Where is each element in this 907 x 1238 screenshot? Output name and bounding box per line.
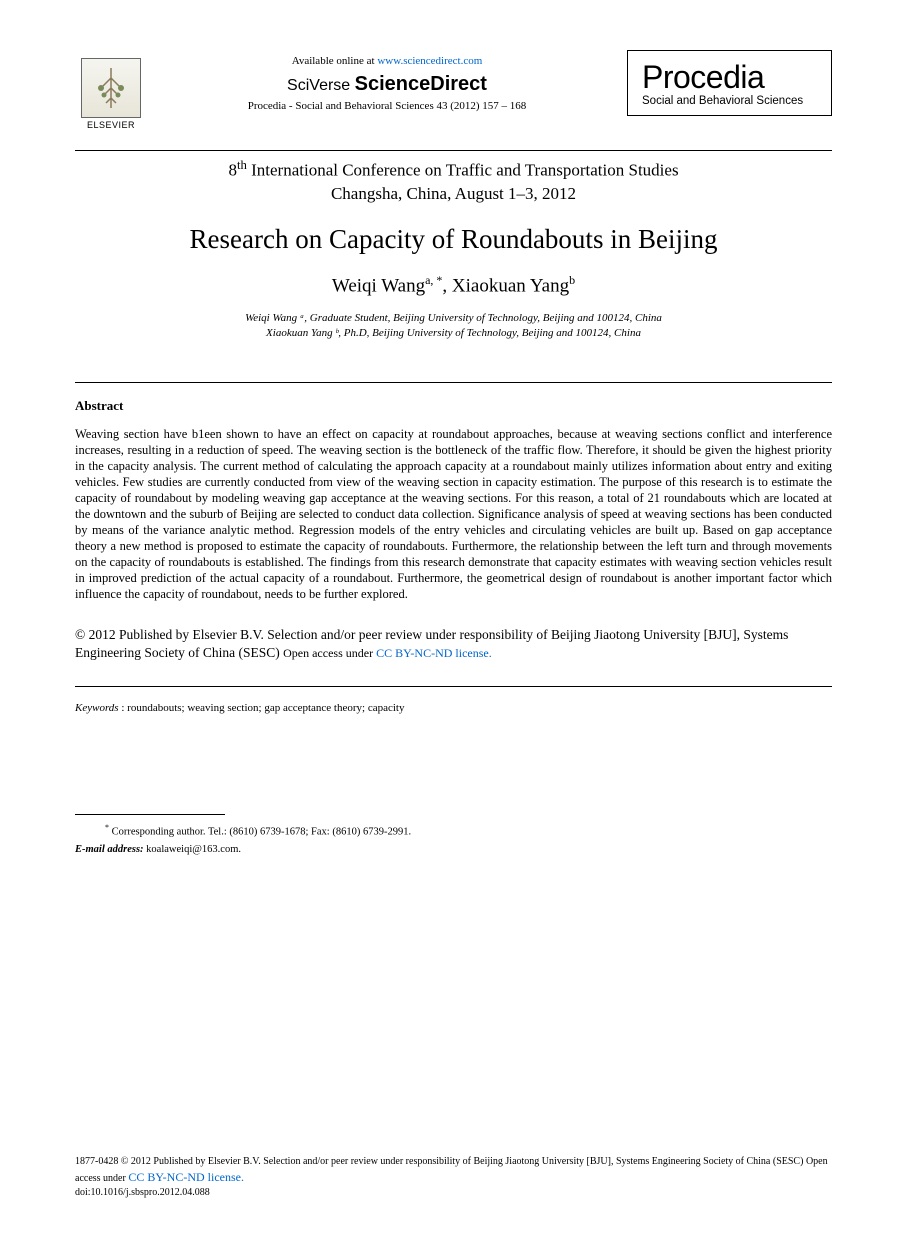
procedia-logo-box: Procedia Social and Behavioral Sciences bbox=[627, 50, 832, 116]
keywords-label: Keywords bbox=[75, 702, 119, 714]
doi-line: doi:10.1016/j.sbspro.2012.04.088 bbox=[75, 1187, 832, 1198]
sciencedirect-link[interactable]: www.sciencedirect.com bbox=[377, 55, 482, 67]
copyright-open-access: Open access under bbox=[283, 646, 376, 660]
keywords-line: Keywords : roundabouts; weaving section;… bbox=[75, 702, 832, 714]
abstract-heading: Abstract bbox=[75, 398, 832, 414]
elsevier-logo: ELSEVIER bbox=[75, 50, 147, 130]
divider-abstract-top bbox=[75, 382, 832, 383]
cc-license-link[interactable]: CC BY-NC-ND license. bbox=[376, 646, 492, 660]
copyright-block: © 2012 Published by Elsevier B.V. Select… bbox=[75, 626, 832, 662]
corresponding-author: * Corresponding author. Tel.: (8610) 673… bbox=[75, 823, 832, 838]
footer-section: 1877-0428 © 2012 Published by Elsevier B… bbox=[75, 1155, 832, 1198]
email-line: E-mail address: koalaweiqi@163.com. bbox=[75, 844, 832, 855]
conf-sup: th bbox=[237, 158, 247, 172]
sciverse-main: ScienceDirect bbox=[355, 73, 487, 95]
keywords-text: : roundabouts; weaving section; gap acce… bbox=[119, 702, 405, 714]
author-1-sup: a, * bbox=[425, 273, 442, 287]
citation-line: Procedia - Social and Behavioral Science… bbox=[147, 100, 627, 112]
elsevier-tree-icon bbox=[81, 58, 141, 118]
footnote-divider bbox=[75, 814, 225, 815]
affiliation-2: Xiaokuan Yang ᵇ, Ph.D, Beijing Universit… bbox=[266, 327, 641, 339]
available-online-text: Available online at www.sciencedirect.co… bbox=[147, 55, 627, 67]
procedia-subtitle: Social and Behavioral Sciences bbox=[642, 95, 817, 107]
conference-location: Changsha, China, August 1–3, 2012 bbox=[331, 184, 576, 203]
conference-info: 8th International Conference on Traffic … bbox=[75, 157, 832, 206]
conf-num: 8 bbox=[228, 161, 237, 180]
affiliation-1: Weiqi Wang ᵃ, Graduate Student, Beijing … bbox=[245, 312, 662, 324]
elsevier-label: ELSEVIER bbox=[87, 120, 135, 130]
center-header: Available online at www.sciencedirect.co… bbox=[147, 50, 627, 142]
affiliations: Weiqi Wang ᵃ, Graduate Student, Beijing … bbox=[75, 311, 832, 342]
footer-copyright-text: 1877-0428 © 2012 Published by Elsevier B… bbox=[75, 1156, 806, 1167]
footer-cc-link[interactable]: CC BY-NC-ND license. bbox=[128, 1170, 244, 1184]
procedia-title: Procedia bbox=[642, 61, 817, 93]
corresponding-text: Corresponding author. Tel.: (8610) 6739-… bbox=[109, 827, 411, 838]
footer-copyright: 1877-0428 © 2012 Published by Elsevier B… bbox=[75, 1155, 832, 1185]
authors-line: Weiqi Wanga, *, Xiaokuan Yangb bbox=[75, 273, 832, 297]
email-label: E-mail address: bbox=[75, 844, 144, 855]
header-row: ELSEVIER Available online at www.science… bbox=[75, 50, 832, 142]
available-prefix: Available online at bbox=[292, 55, 378, 67]
abstract-text: Weaving section have b1een shown to have… bbox=[75, 426, 832, 602]
paper-title: Research on Capacity of Roundabouts in B… bbox=[75, 224, 832, 255]
author-2-sup: b bbox=[569, 273, 575, 287]
author-1-name: Weiqi Wang bbox=[332, 275, 425, 296]
email-value: koalaweiqi@163.com. bbox=[144, 844, 241, 855]
divider-keywords bbox=[75, 686, 832, 687]
divider-top bbox=[75, 150, 832, 151]
author-2-name: Xiaokuan Yang bbox=[452, 275, 569, 296]
sciverse-prefix: SciVerse bbox=[287, 77, 355, 94]
sciverse-logo: SciVerse ScienceDirect bbox=[147, 73, 627, 96]
conf-name: International Conference on Traffic and … bbox=[247, 161, 679, 180]
